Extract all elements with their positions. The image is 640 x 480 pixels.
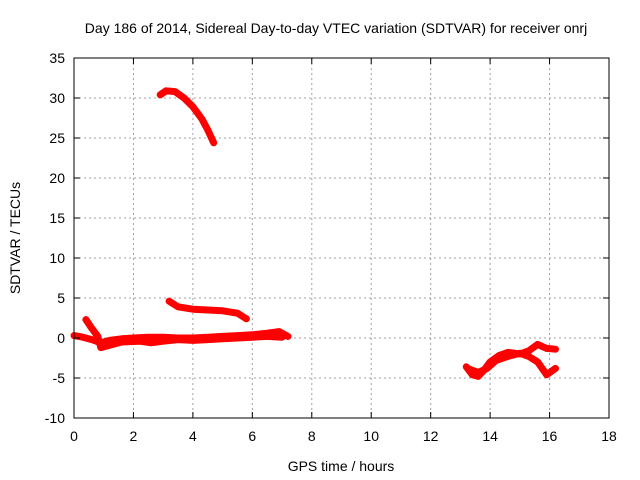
- data-point: [88, 325, 96, 332]
- y-tick-label: -10: [45, 410, 65, 426]
- data-point: [148, 339, 155, 346]
- data-point: [204, 306, 211, 314]
- data-point: [466, 366, 473, 373]
- data-point: [189, 306, 197, 313]
- data-point: [106, 342, 113, 349]
- data-point: [219, 335, 226, 342]
- data-point: [219, 307, 226, 314]
- data-point: [165, 298, 173, 305]
- x-axis-label: GPS time / hours: [288, 458, 395, 474]
- x-tick-label: 10: [363, 428, 379, 444]
- y-tick-label: 30: [49, 90, 65, 106]
- x-tick-label: 16: [542, 428, 558, 444]
- data-point: [136, 338, 143, 345]
- data-point: [118, 338, 125, 346]
- data-point: [162, 87, 170, 95]
- x-tick-label: 18: [601, 428, 617, 444]
- data-point: [516, 350, 523, 357]
- data-point: [543, 371, 550, 378]
- data-point: [534, 341, 541, 348]
- y-tick-label: -5: [53, 370, 66, 386]
- x-tick-label: 0: [70, 428, 78, 444]
- data-point: [198, 115, 205, 123]
- plot-frame: [73, 57, 610, 419]
- data-point: [483, 365, 491, 372]
- data-point: [94, 333, 102, 340]
- data-point: [534, 358, 541, 366]
- data-point: [552, 365, 559, 372]
- data-point: [79, 334, 87, 341]
- data-series: [70, 87, 559, 380]
- data-point: [88, 336, 96, 343]
- grid: [74, 58, 609, 418]
- data-point: [171, 88, 179, 95]
- data-point: [82, 316, 90, 323]
- y-tick-label: 20: [49, 170, 65, 186]
- data-point: [174, 303, 182, 310]
- data-point: [492, 357, 500, 364]
- x-tick-label: 12: [423, 428, 439, 444]
- x-tick-label: 2: [130, 428, 138, 444]
- data-point: [234, 334, 241, 342]
- x-tick-label: 4: [189, 428, 197, 444]
- series-arc-6: [465, 349, 559, 379]
- chart-title: Day 186 of 2014, Sidereal Day-to-day VTE…: [85, 20, 587, 36]
- y-tick-label: 10: [49, 250, 65, 266]
- axis-ticks: 0 2 4 6 8 10 12 14 16 18 -10 -5 0 5 10 15 20 25 30 35: [45, 50, 617, 444]
- data-point: [160, 338, 167, 345]
- x-tick-label: 8: [308, 428, 316, 444]
- data-point: [157, 91, 164, 99]
- data-point: [243, 315, 250, 322]
- data-point: [210, 139, 217, 146]
- data-point: [204, 126, 211, 134]
- data-point: [264, 333, 271, 340]
- data-point: [234, 310, 241, 317]
- data-point: [275, 328, 283, 335]
- data-point: [180, 94, 188, 102]
- data-point: [284, 333, 292, 340]
- x-tick-label: 14: [482, 428, 498, 444]
- data-point: [204, 336, 211, 343]
- data-point: [174, 336, 182, 343]
- data-point: [552, 346, 559, 353]
- data-point: [249, 334, 256, 341]
- data-point: [543, 345, 550, 352]
- y-tick-label: 15: [49, 210, 65, 226]
- data-point: [525, 353, 532, 360]
- x-tick-label: 6: [248, 428, 256, 444]
- y-axis-label: SDTVAR / TECUs: [7, 182, 23, 294]
- data-point: [97, 344, 105, 351]
- data-point: [189, 337, 197, 344]
- data-point: [189, 103, 197, 111]
- y-tick-label: 0: [57, 330, 65, 346]
- data-point: [278, 334, 286, 341]
- y-tick-label: 35: [49, 50, 65, 66]
- y-tick-label: 25: [49, 130, 65, 146]
- data-point: [504, 353, 512, 360]
- data-point: [475, 369, 482, 376]
- y-tick-label: 5: [57, 290, 65, 306]
